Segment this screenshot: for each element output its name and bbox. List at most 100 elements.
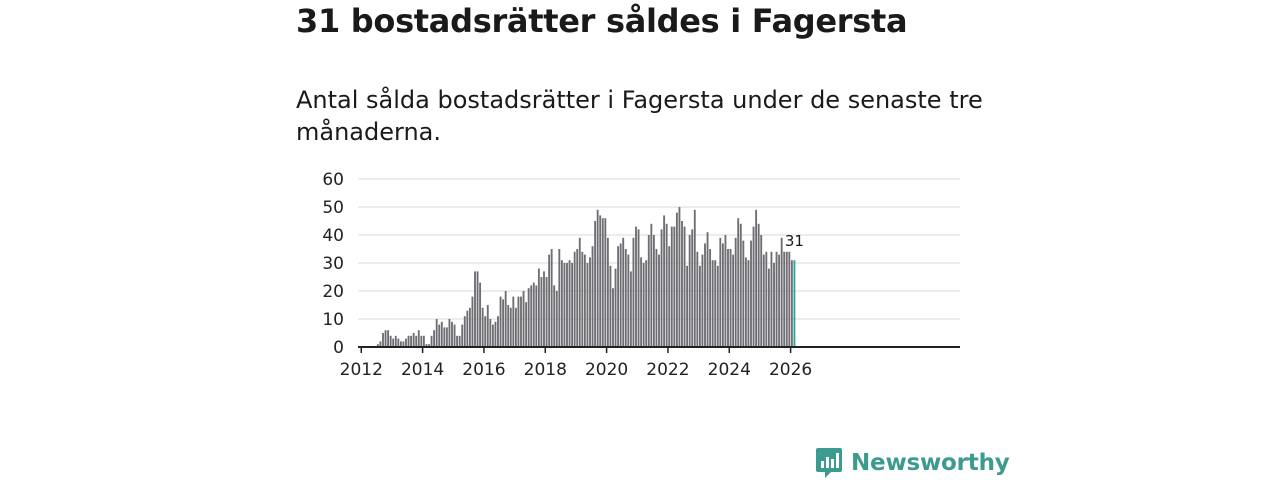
bar — [650, 223, 653, 347]
bar — [430, 335, 433, 347]
bar — [683, 226, 686, 347]
bar — [770, 251, 773, 347]
bar — [389, 335, 392, 347]
bar — [663, 215, 666, 347]
bar — [550, 249, 553, 347]
bar — [619, 243, 622, 347]
bar — [410, 335, 413, 347]
bar — [382, 333, 384, 347]
bar — [461, 324, 464, 347]
bar — [514, 307, 517, 347]
bar — [617, 246, 620, 347]
bar — [632, 237, 635, 347]
bar — [566, 263, 568, 347]
bar — [622, 237, 625, 347]
bar — [709, 249, 712, 347]
newsworthy-brand[interactable]: Newsworthy — [815, 447, 1010, 479]
bar — [479, 282, 482, 347]
bar — [670, 226, 673, 347]
bar — [491, 324, 494, 347]
bar — [750, 240, 752, 347]
bar — [773, 263, 775, 347]
bar — [425, 344, 428, 347]
bar — [394, 335, 397, 347]
bar — [412, 333, 415, 347]
bar — [476, 271, 479, 347]
bar — [543, 271, 545, 347]
bar — [732, 254, 735, 347]
bar — [486, 305, 489, 347]
bar — [778, 254, 781, 347]
bar — [484, 316, 487, 347]
bar — [767, 268, 770, 347]
bar — [678, 207, 681, 347]
bar — [742, 240, 745, 347]
x-tick-label: 2016 — [462, 360, 505, 380]
x-tick-label: 2022 — [646, 360, 689, 380]
bar — [586, 263, 589, 347]
bar — [583, 254, 586, 347]
bar — [376, 344, 379, 347]
bar-latest — [793, 260, 796, 347]
bar — [696, 251, 699, 347]
last-value-label: 31 — [785, 232, 804, 250]
bar — [737, 218, 740, 347]
bar — [474, 271, 476, 347]
bar — [553, 285, 556, 347]
bar — [468, 307, 471, 347]
bar — [384, 330, 387, 347]
bars — [376, 207, 796, 347]
bar — [379, 341, 382, 347]
bar — [729, 249, 732, 347]
bar — [760, 235, 763, 347]
bar — [578, 237, 581, 347]
bar — [504, 291, 507, 347]
bar — [706, 232, 709, 347]
bar — [721, 243, 724, 347]
bar — [576, 249, 579, 347]
bar — [744, 257, 747, 347]
bar — [581, 251, 584, 347]
bar — [438, 324, 441, 347]
chart-title: 31 bostadsrätter såldes i Fagersta — [296, 2, 908, 40]
bar — [599, 215, 602, 347]
bar — [435, 319, 438, 347]
x-tick-label: 2026 — [769, 360, 812, 380]
bar — [517, 296, 520, 347]
bar — [415, 335, 418, 347]
bar — [668, 246, 671, 347]
bar — [397, 338, 400, 347]
bar — [481, 307, 484, 347]
bar — [387, 330, 390, 347]
bar — [606, 237, 609, 347]
bar — [589, 257, 591, 347]
bar — [573, 251, 576, 347]
bar — [762, 254, 765, 347]
bar — [453, 324, 456, 347]
bar — [399, 341, 402, 347]
y-tick-label: 20 — [322, 282, 344, 302]
bar — [698, 265, 701, 347]
bar — [642, 263, 645, 347]
bar — [456, 335, 459, 347]
bar — [463, 316, 466, 347]
bar — [405, 338, 407, 347]
x-tick-label: 2012 — [340, 360, 383, 380]
bar — [788, 251, 791, 347]
bar — [609, 265, 612, 347]
bar — [402, 341, 405, 347]
bar — [555, 291, 558, 347]
bar — [420, 335, 423, 347]
bar — [448, 319, 451, 347]
bar — [681, 221, 683, 347]
bar — [489, 319, 492, 347]
bar — [652, 235, 655, 347]
bar — [596, 209, 599, 347]
bar — [765, 251, 768, 347]
x-tick-label: 2020 — [585, 360, 628, 380]
bar — [535, 285, 538, 347]
bar — [739, 223, 742, 347]
bar — [645, 260, 648, 347]
y-tick-label: 50 — [322, 198, 344, 218]
